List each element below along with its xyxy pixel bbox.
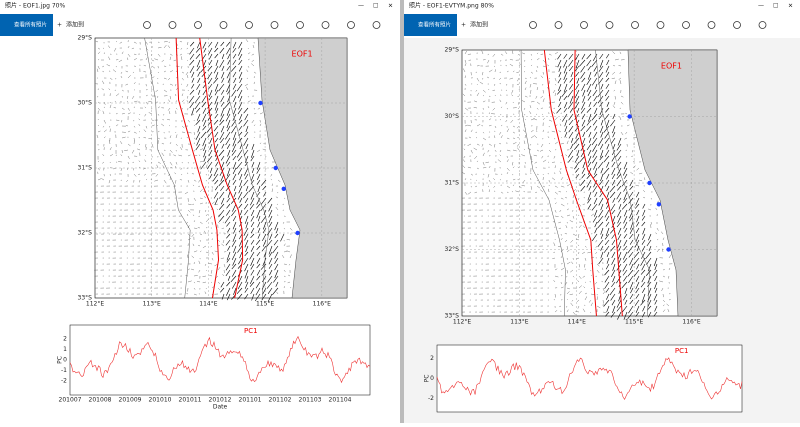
lat-label: 29°S <box>78 35 93 42</box>
lat-label: 30°S <box>78 100 93 107</box>
view-all-label: 查看所有照片 <box>14 21 47 29</box>
station <box>295 231 299 235</box>
lon-label: 115°E <box>256 301 274 308</box>
lon-label: 114°E <box>199 301 217 308</box>
pc-xtick: 201009 <box>119 397 142 404</box>
window-title: 照片 - EOF1.jpg 70% <box>5 2 65 10</box>
pc-xtick: 201102 <box>269 397 292 404</box>
station <box>627 114 631 118</box>
lon-label: 115°E <box>625 319 643 326</box>
pc-xtick: 201012 <box>209 397 232 404</box>
lon-label: 116°E <box>682 319 700 326</box>
lat-label: 32°S <box>78 230 93 237</box>
pc-xtick: 201010 <box>149 397 172 404</box>
lat-label: 30°S <box>445 113 460 120</box>
map-label: EOF1 <box>292 50 313 59</box>
station <box>647 181 651 185</box>
divider <box>400 0 404 423</box>
lat-label: 31°S <box>445 180 460 187</box>
window-control[interactable]: — <box>358 3 364 10</box>
pc-ytick: 2 <box>63 336 67 343</box>
pc-ytick: 1 <box>63 346 67 353</box>
lon-label: 112°E <box>86 301 104 308</box>
pc-ytick: 0 <box>63 357 67 364</box>
pc-ytick: 0 <box>430 375 434 382</box>
lat-label: 29°S <box>445 47 460 54</box>
window-title: 照片 - EOF1-EVTYM.png 80% <box>409 2 494 10</box>
add-to-button[interactable]: 添加到 <box>66 21 84 29</box>
lon-label: 112°E <box>453 319 471 326</box>
lat-label: 32°S <box>445 246 460 253</box>
add-to-button[interactable]: 添加到 <box>470 21 488 29</box>
view-all-label: 查看所有照片 <box>418 21 451 29</box>
station <box>282 187 286 191</box>
lon-label: 116°E <box>313 301 331 308</box>
lon-label: 114°E <box>568 319 586 326</box>
pc-ytick: -2 <box>61 378 67 385</box>
map-label: EOF1 <box>661 62 682 71</box>
pc-xtick: 201103 <box>299 397 322 404</box>
pc-ytick: -1 <box>61 367 67 374</box>
pc-xtick: 201101 <box>239 397 262 404</box>
pc-xlabel: Date <box>213 404 228 411</box>
pc-title: PC1 <box>244 327 258 335</box>
station <box>657 202 661 206</box>
station <box>274 166 278 170</box>
pc-xtick: 201007 <box>59 397 82 404</box>
station <box>258 101 262 105</box>
pc-xtick: 201104 <box>329 397 352 404</box>
pc-frame <box>437 345 742 412</box>
pc-xtick: 201008 <box>89 397 112 404</box>
pc-xtick: 201011 <box>179 397 202 404</box>
station <box>666 247 670 251</box>
lon-label: 113°E <box>143 301 161 308</box>
window-control[interactable]: ✕ <box>788 3 793 10</box>
pc-ytick: 2 <box>430 355 434 362</box>
lat-label: 31°S <box>78 165 93 172</box>
window-control[interactable]: ☐ <box>773 3 778 10</box>
add-icon: + <box>57 22 62 29</box>
pc-frame <box>70 325 370 395</box>
pc-ytick: -2 <box>428 395 434 402</box>
add-icon: + <box>461 22 466 29</box>
window-control[interactable]: ✕ <box>388 3 393 10</box>
pc-title: PC1 <box>675 347 689 355</box>
lon-label: 113°E <box>510 319 528 326</box>
window-control[interactable]: — <box>758 3 764 10</box>
window-control[interactable]: ☐ <box>373 3 378 10</box>
